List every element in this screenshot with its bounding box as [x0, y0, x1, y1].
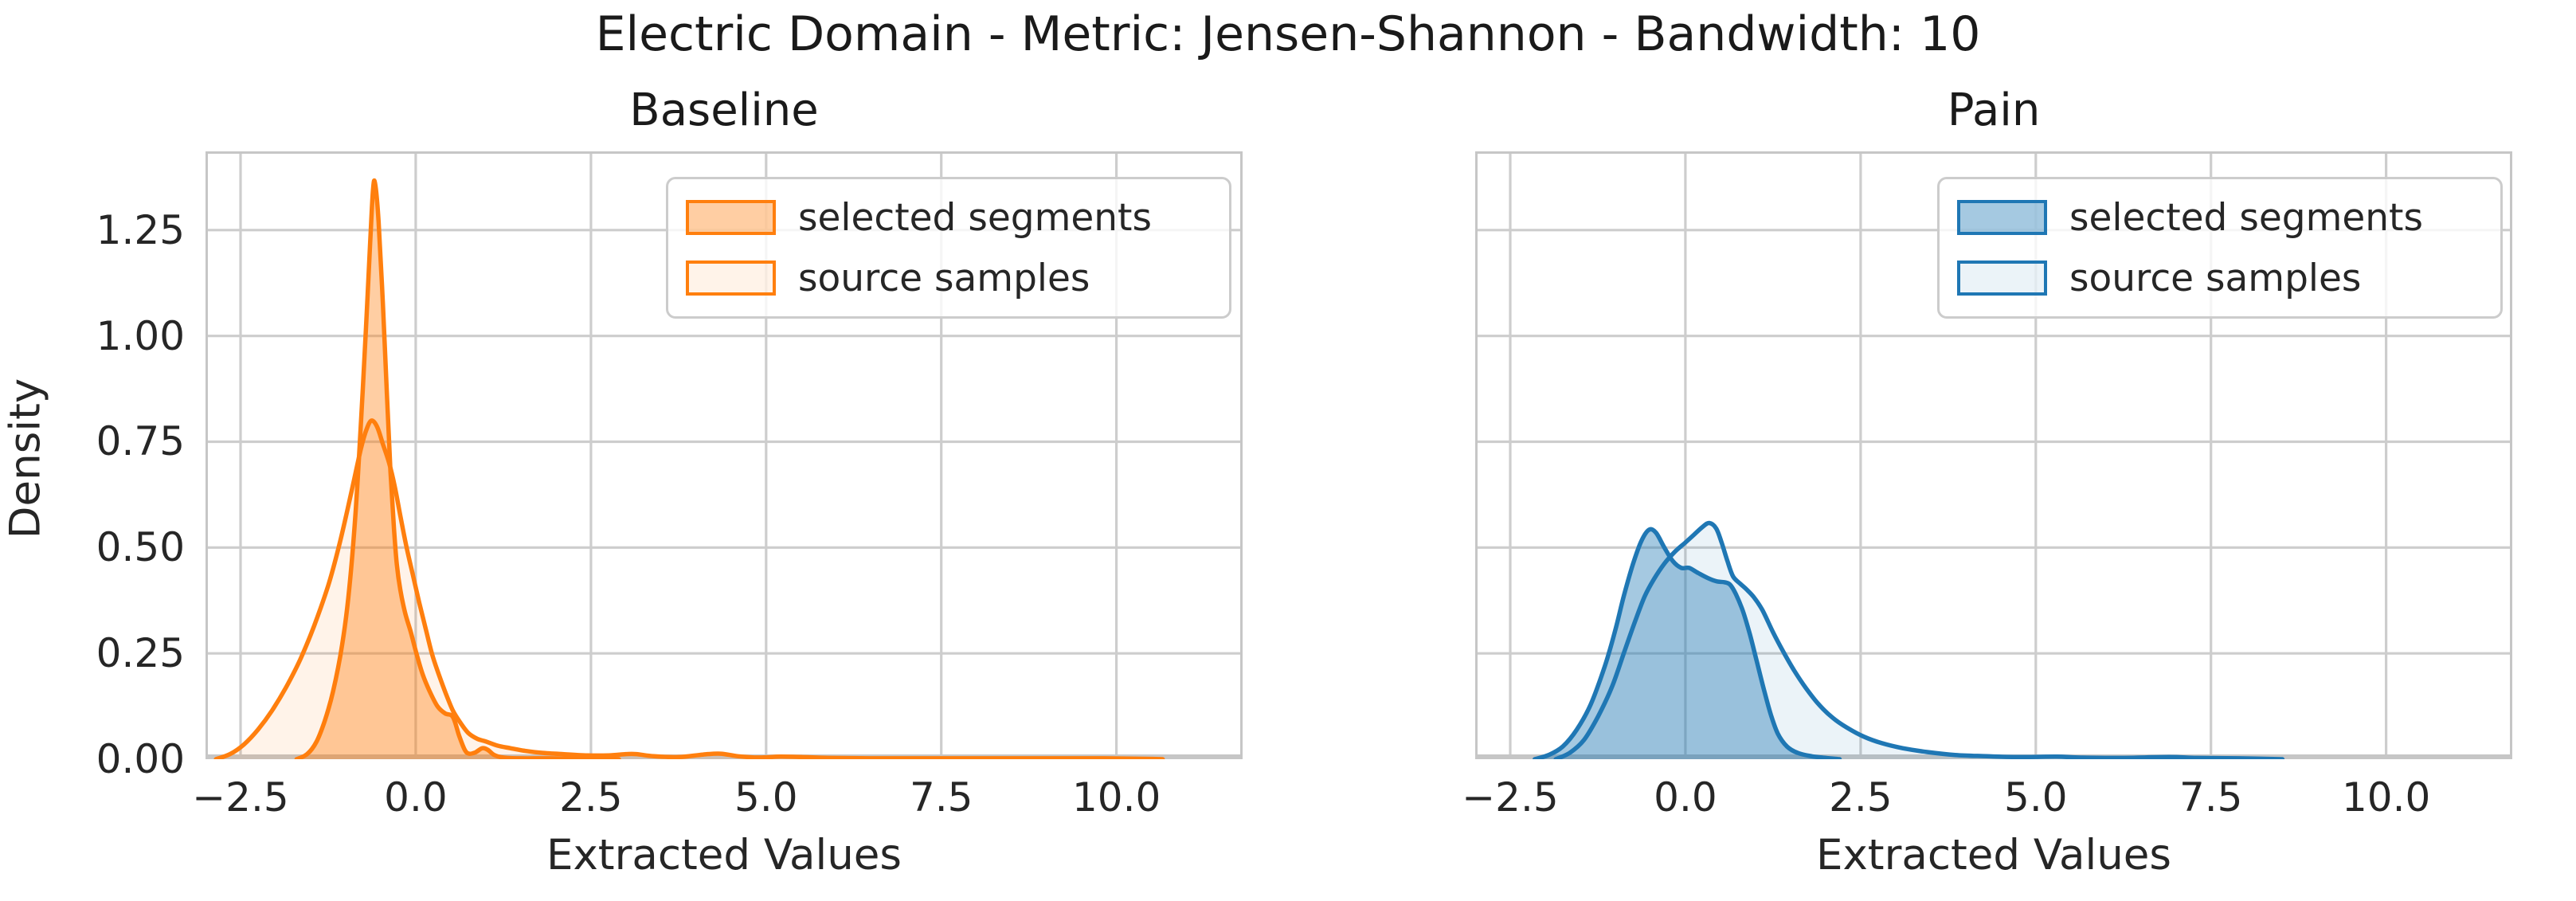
legend-row: selected segments	[1957, 196, 2483, 240]
legend-label: source samples	[798, 256, 1090, 300]
legend-label: selected segments	[798, 195, 1152, 240]
y-tick-label: 0.00	[96, 736, 185, 782]
legend-label: source samples	[2069, 256, 2362, 300]
legend-pain: selected segments source samples	[1937, 177, 2503, 319]
x-axis-label-baseline: Extracted Values	[546, 831, 902, 879]
x-tick-label: 5.0	[2004, 774, 2068, 821]
x-tick-label: 7.5	[909, 774, 973, 821]
legend-label: selected segments	[2069, 195, 2423, 240]
y-tick-label: 0.50	[96, 524, 185, 571]
x-axis-label-pain: Extracted Values	[1815, 831, 2172, 879]
x-tick-label: 0.0	[1654, 774, 1717, 821]
subplot-title-pain: Pain	[1947, 84, 2041, 136]
x-tick-label: 0.0	[384, 774, 448, 821]
x-tick-label: 5.0	[734, 774, 798, 821]
y-tick-label: 0.75	[96, 418, 185, 465]
x-tick-label: 10.0	[2341, 774, 2431, 821]
y-tick-label: 1.00	[96, 312, 185, 359]
x-tick-label: 7.5	[2179, 774, 2243, 821]
x-tick-label: 2.5	[1829, 774, 1893, 821]
selected-segments-swatch	[686, 200, 776, 235]
x-tick-label: −2.5	[1462, 774, 1559, 821]
subplot-title-baseline: Baseline	[629, 84, 819, 136]
source-samples-swatch	[1957, 261, 2047, 296]
x-tick-label: −2.5	[192, 774, 289, 821]
legend-row: source samples	[686, 257, 1212, 300]
legend-row: source samples	[1957, 257, 2483, 300]
y-tick-label: 1.25	[96, 206, 185, 253]
y-tick-label: 0.25	[96, 630, 185, 677]
x-tick-label: 2.5	[559, 774, 623, 821]
figure-title: Electric Domain - Metric: Jensen-Shannon…	[595, 6, 1981, 62]
legend-row: selected segments	[686, 196, 1212, 240]
x-tick-label: 10.0	[1071, 774, 1161, 821]
source-samples-swatch	[686, 261, 776, 296]
selected-segments-swatch	[1957, 200, 2047, 235]
legend-baseline: selected segments source samples	[666, 177, 1231, 319]
pain-plot-area	[1475, 151, 2512, 759]
